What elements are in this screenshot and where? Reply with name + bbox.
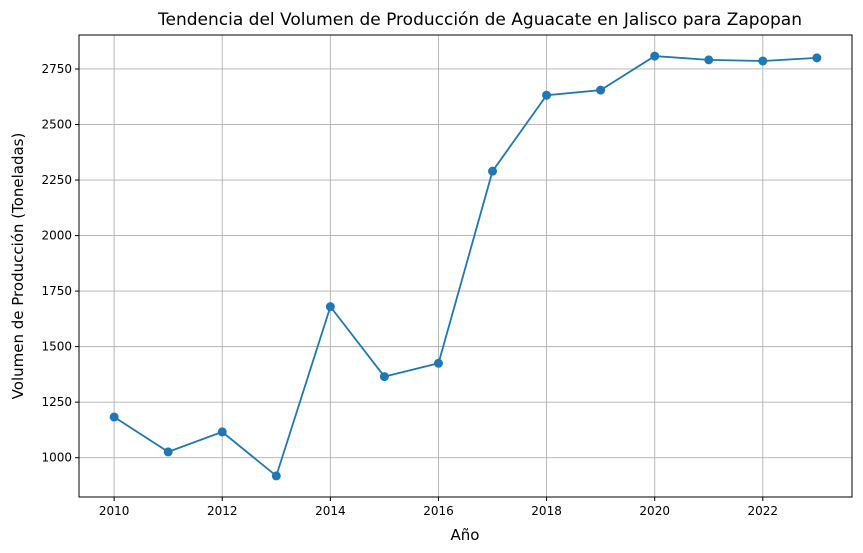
data-point <box>433 358 443 368</box>
data-point <box>271 471 281 481</box>
chart-title: Tendencia del Volumen de Producción de A… <box>157 10 802 30</box>
y-tick-label: 2250 <box>41 173 72 187</box>
x-tick-label: 2018 <box>531 504 562 518</box>
data-point <box>488 166 498 176</box>
x-axis-label: Año <box>451 526 480 544</box>
data-series <box>109 51 822 481</box>
grid <box>79 35 852 497</box>
axis-ticks: 2010 2012 2014 2016 2018 2020 2022 1000 1250 1500… <box>41 62 778 518</box>
y-tick-label: 2750 <box>41 62 72 76</box>
x-tick-label: 2014 <box>315 504 346 518</box>
y-tick-label: 1250 <box>41 395 72 409</box>
y-tick-label: 1750 <box>41 284 72 298</box>
data-point <box>704 55 714 65</box>
x-tick-label: 2012 <box>207 504 238 518</box>
data-point <box>542 90 552 100</box>
y-tick-label: 1500 <box>41 340 72 354</box>
x-tick-label: 2020 <box>639 504 670 518</box>
x-tick-label: 2022 <box>748 504 779 518</box>
y-axis-label: Volumen de Producción (Toneladas) <box>9 133 27 400</box>
plot-frame <box>78 34 853 498</box>
data-point <box>596 85 606 95</box>
data-point <box>650 51 660 61</box>
x-tick-label: 2010 <box>99 504 130 518</box>
series-line <box>113 55 817 478</box>
y-tick-label: 2000 <box>41 229 72 243</box>
y-tick-label: 2500 <box>41 118 72 132</box>
data-point <box>325 302 335 312</box>
data-point <box>379 372 389 382</box>
data-point <box>109 412 119 422</box>
data-point <box>812 53 822 63</box>
x-tick-label: 2016 <box>423 504 454 518</box>
data-point <box>217 427 227 437</box>
data-point <box>758 56 768 66</box>
y-tick-label: 1000 <box>41 451 72 465</box>
data-point <box>163 447 173 457</box>
